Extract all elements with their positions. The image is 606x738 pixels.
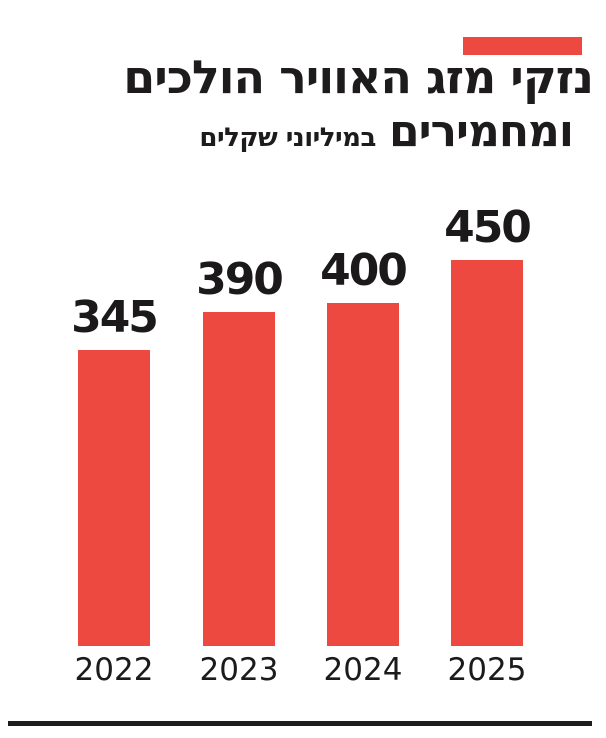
bottom-divider xyxy=(8,721,592,726)
bar-2022 xyxy=(78,350,150,646)
axis-label-2025: 2025 xyxy=(447,652,527,688)
bar-column-2025: 450 xyxy=(444,206,532,646)
chart-title-line1: נזקי מזג האוויר הולכים xyxy=(123,50,594,104)
bar-2023 xyxy=(203,312,275,646)
bar-column-2024: 400 xyxy=(320,249,408,646)
axis-label-2022: 2022 xyxy=(74,652,154,688)
value-label-2022: 345 xyxy=(71,292,159,343)
chart-unit-label: במיליוני שקלים xyxy=(199,123,376,153)
axis-label-2024: 2024 xyxy=(323,652,403,688)
accent-bar xyxy=(463,37,582,55)
value-label-2025: 450 xyxy=(444,202,532,253)
bar-2024 xyxy=(327,303,399,646)
axis-label-2023: 2023 xyxy=(199,652,279,688)
chart-title-line2: ומחמירים במיליוני שקלים xyxy=(199,106,574,157)
value-label-2023: 390 xyxy=(196,254,284,305)
bar-column-2023: 390 xyxy=(196,258,284,646)
bar-column-2022: 345 xyxy=(71,296,159,646)
chart-title-line2-main: ומחמירים xyxy=(388,106,574,157)
bar-2025 xyxy=(451,260,523,646)
value-label-2024: 400 xyxy=(320,245,408,296)
